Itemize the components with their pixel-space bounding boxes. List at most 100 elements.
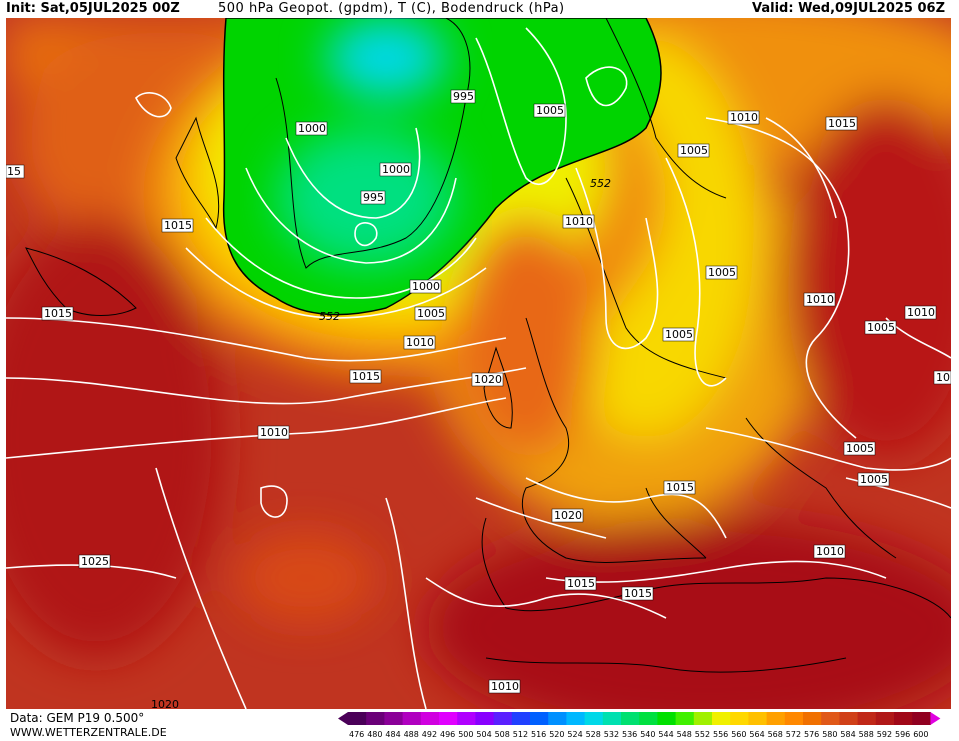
isobar-label: 995 [363,191,384,204]
map-canvas: 1000 995 1005 1010 1015 1000 995 552 101… [6,18,951,709]
legend-arrow-right [930,712,941,725]
legend-swatch [493,712,513,725]
isobar-label: 1010 [565,215,593,228]
legend-swatch [675,712,695,725]
legend-swatch [584,712,604,725]
legend-arrow-left [338,712,348,725]
legend-value: 492 [422,730,437,739]
legend-swatch [875,712,895,725]
isobar-label: 1005 [867,321,895,334]
legend-value: 592 [877,730,892,739]
legend-swatch [420,712,440,725]
legend-value: 540 [640,730,655,739]
coastlines [25,18,951,673]
legend-value: 588 [859,730,874,739]
valid-time: Valid: Wed,09JUL2025 06Z [752,1,945,16]
legend-swatch [384,712,404,725]
legend-value: 596 [895,730,910,739]
legend-swatch [857,712,877,725]
legend-swatches [338,712,941,725]
contour-label: 552 [590,177,611,190]
legend-value: 504 [476,730,491,739]
contour-label: 552 [319,310,340,323]
isobar-label: 1015 [164,219,192,232]
legend-value: 532 [604,730,619,739]
isobars [6,27,951,709]
legend-value: 580 [822,730,837,739]
legend-value: 508 [495,730,510,739]
legend-value: 480 [367,730,382,739]
footer: Data: GEM P19 0.500° WWW.WETTERZENTRALE.… [0,709,959,741]
isobar-label: 1020 [151,698,179,709]
legend-value: 476 [349,730,364,739]
legend-swatch [639,712,658,725]
legend-value: 584 [840,730,855,739]
isobar-label: 1015 [352,370,380,383]
legend-value: 528 [586,730,601,739]
isobar-label: 1005 [708,266,736,279]
isobar-label: 1005 [860,473,888,486]
isobar-label: 1015 [44,307,72,320]
isobar-label: 1015 [624,587,652,600]
data-source: Data: GEM P19 0.500° [10,711,145,725]
isobar-label: 1005 [536,104,564,117]
legend-swatch [566,712,586,725]
isobar-label: 1010 [260,426,288,439]
map-title: 500 hPa Geopot. (gpdm), T (C), Bodendruc… [218,1,565,16]
isobar-label: 1015 [666,481,694,494]
isobar-label: 10 [936,371,950,384]
legend-swatch [548,712,567,725]
legend-swatch [511,712,531,725]
isobar-label: 1000 [382,163,410,176]
legend-value: 484 [385,730,400,739]
legend-swatch [712,712,731,725]
isobar-label: 1025 [81,555,109,568]
legend-swatch [839,712,859,725]
isobar-label: 1015 [567,577,595,590]
isobar-label: 1010 [816,545,844,558]
isobar-label: 1010 [406,336,434,349]
legend-value: 576 [804,730,819,739]
legend-value: 516 [531,730,546,739]
legend-swatch [821,712,840,725]
legend-swatch [457,712,476,725]
isobar-labels: 1000 995 1005 1010 1015 1000 995 552 101… [6,89,951,709]
isobar-label: 1020 [474,373,502,386]
legend-swatch [784,712,804,725]
isobar-label: 1010 [491,680,519,693]
legend-value: 572 [786,730,801,739]
legend-value: 560 [731,730,746,739]
legend-swatch [803,712,822,725]
weather-map: 1000 995 1005 1010 1015 1000 995 552 101… [6,18,951,709]
isobar-label: 1010 [730,111,758,124]
legend-value: 564 [749,730,764,739]
legend-value: 488 [404,730,419,739]
legend-swatch [621,712,640,725]
legend-swatch [912,712,931,725]
legend-value: 524 [567,730,582,739]
legend-value: 512 [513,730,528,739]
legend-value: 536 [622,730,637,739]
isobar-label: 1005 [846,442,874,455]
website-link: WWW.WETTERZENTRALE.DE [10,726,167,739]
legend-value: 544 [658,730,673,739]
isobar-label: 1015 [828,117,856,130]
init-time: Init: Sat,05JUL2025 00Z [6,1,180,16]
legend-value: 520 [549,730,564,739]
legend-swatch [894,712,913,725]
legend-value: 496 [440,730,455,739]
isobar-label: 1005 [680,144,708,157]
legend-value: 500 [458,730,473,739]
legend-swatch [602,712,622,725]
isobar-label: 1010 [907,306,935,319]
legend-swatch [748,712,768,725]
isobar-label: 1005 [665,328,693,341]
legend-swatch [693,712,713,725]
isobar-label: 1000 [298,122,326,135]
legend-swatch [439,712,458,725]
isobar-label: 1000 [412,280,440,293]
legend-swatch [366,712,385,725]
legend-value: 568 [768,730,783,739]
legend-swatch [766,712,786,725]
legend-swatch [657,712,677,725]
